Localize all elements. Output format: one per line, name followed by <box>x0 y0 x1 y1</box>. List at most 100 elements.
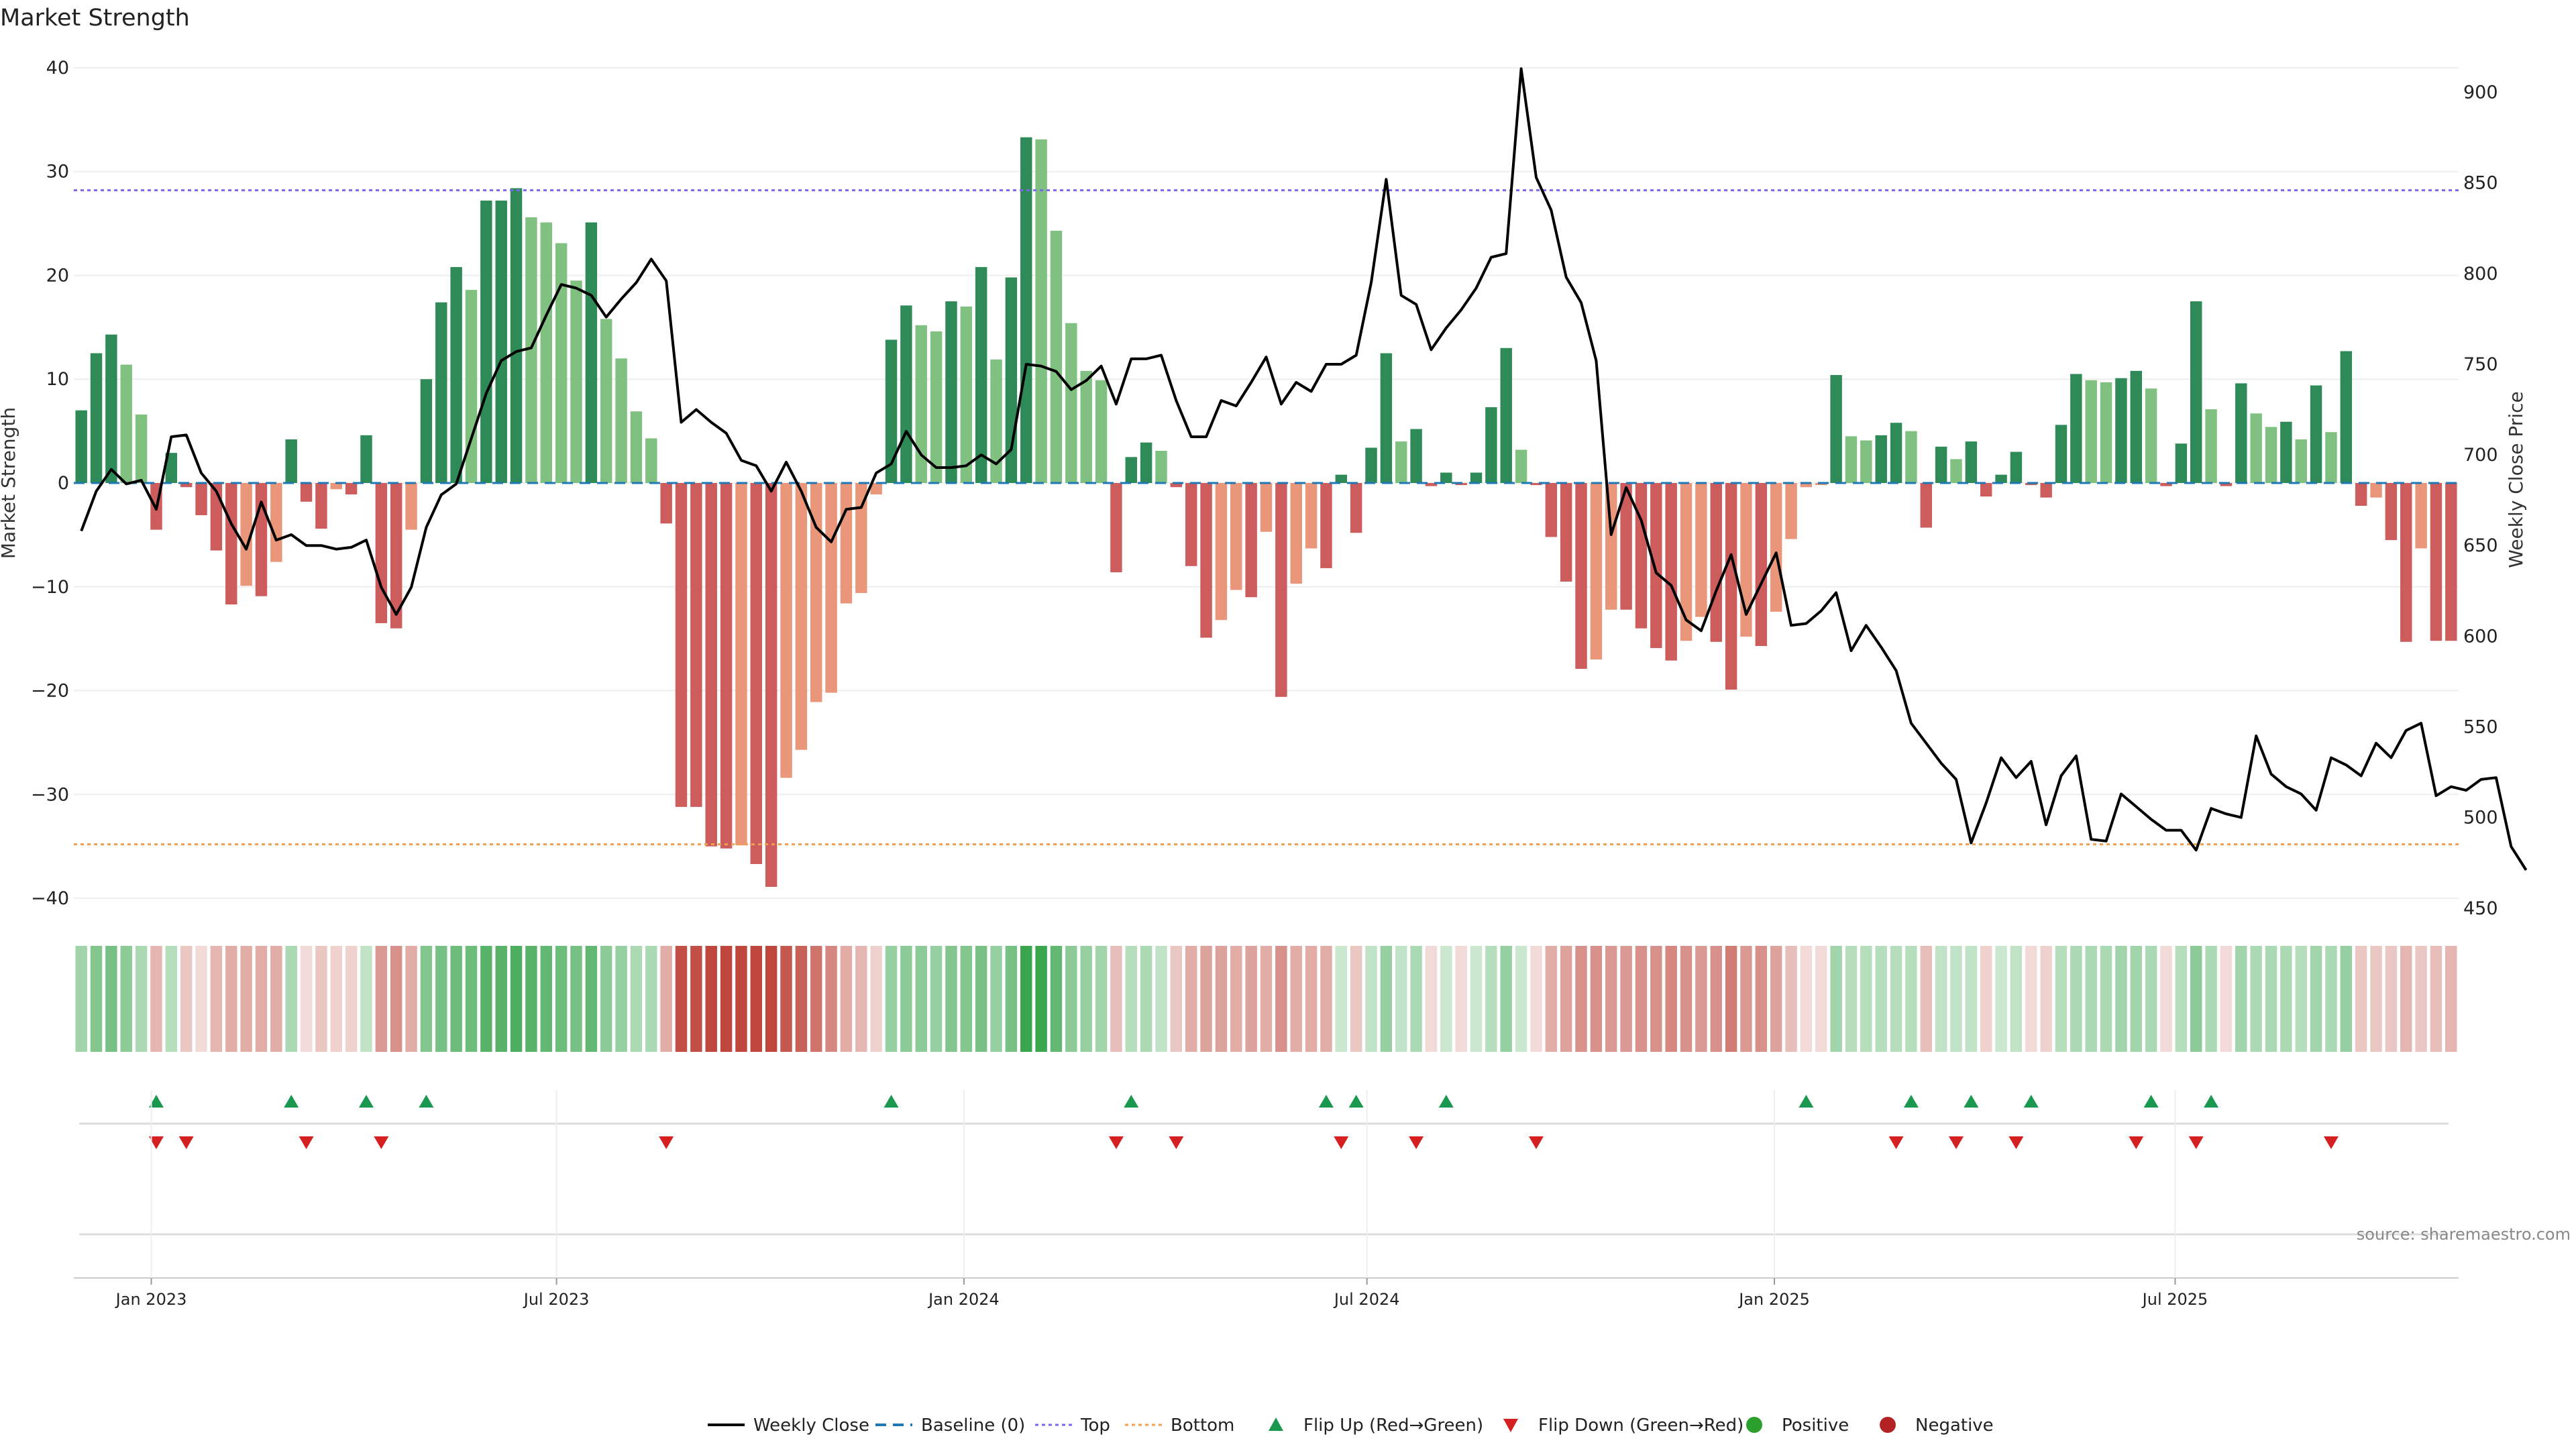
flip-up-marker <box>2023 1095 2039 1108</box>
strength-bar <box>1380 353 1393 483</box>
flip-down-marker <box>659 1136 674 1149</box>
intensity-cell <box>2025 946 2037 1052</box>
intensity-cell <box>1650 946 1662 1052</box>
intensity-cell <box>1215 946 1228 1052</box>
flip-down-marker <box>1108 1136 1124 1149</box>
flip-up-marker <box>883 1095 899 1108</box>
intensity-cell <box>1275 946 1287 1052</box>
strength-bar <box>1620 483 1632 610</box>
strength-bar <box>2025 483 2037 486</box>
intensity-cell <box>1905 946 1917 1052</box>
intensity-cell <box>2415 946 2427 1052</box>
strength-bar <box>1485 407 1497 483</box>
legend-item-weekly-close: Weekly Close <box>708 1415 869 1436</box>
intensity-cell <box>780 946 792 1052</box>
strength-bar <box>1890 423 1902 483</box>
y-tick-label: 40 <box>46 58 69 78</box>
strength-bar <box>615 358 627 483</box>
intensity-cell <box>795 946 808 1052</box>
intensity-cell <box>270 946 282 1052</box>
y-tick-label: 20 <box>46 265 69 286</box>
intensity-cell <box>585 946 598 1052</box>
flip-down-marker <box>374 1136 389 1149</box>
intensity-cell <box>1725 946 1737 1052</box>
intensity-cell <box>810 946 822 1052</box>
strength-bar <box>1815 483 1827 486</box>
strength-bar <box>1425 483 1438 486</box>
intensity-cell <box>1545 946 1558 1052</box>
intensity-cell <box>1590 946 1603 1052</box>
intensity-cell <box>2205 946 2217 1052</box>
strength-bar <box>195 483 207 515</box>
x-tick-label: Jul 2023 <box>523 1290 590 1309</box>
intensity-cell <box>1140 946 1152 1052</box>
intensity-cell <box>360 946 372 1052</box>
strength-bar <box>1470 472 1483 483</box>
strength-bar <box>2415 483 2427 549</box>
intensity-cell <box>2070 946 2082 1052</box>
intensity-cell <box>2355 946 2367 1052</box>
intensity-cell <box>450 946 462 1052</box>
intensity-cell <box>120 946 132 1052</box>
strength-bar <box>135 414 148 483</box>
strength-bar <box>960 306 973 483</box>
axes: −40 −30 −20 −10 0 10 20 30 40 450 500 550 600 650 700 7… <box>31 58 2498 919</box>
legend-label: Weekly Close <box>753 1415 869 1436</box>
y2-tick-label: 900 <box>2463 83 2498 103</box>
intensity-cell <box>300 946 313 1052</box>
intensity-cell <box>975 946 987 1052</box>
intensity-cell <box>855 946 867 1052</box>
strength-bar <box>945 301 957 483</box>
strength-bar <box>1500 347 1512 483</box>
strength-bar <box>1350 483 1362 533</box>
intensity-cell <box>2220 946 2233 1052</box>
intensity-cell <box>1665 946 1677 1052</box>
flip-down-marker <box>2323 1136 2339 1149</box>
strength-bar <box>735 483 747 846</box>
flip-down-marker <box>2129 1136 2144 1149</box>
strength-bar <box>1830 375 1842 483</box>
intensity-cell <box>915 946 927 1052</box>
intensity-cell <box>750 946 763 1052</box>
flip-down-marker <box>1888 1136 1904 1149</box>
y-tick-label: −10 <box>31 577 69 598</box>
intensity-cell <box>405 946 417 1052</box>
strength-bar <box>825 483 837 693</box>
intensity-cell <box>435 946 447 1052</box>
source-note: source: sharemaestro.com <box>2357 1225 2571 1244</box>
intensity-cell <box>1560 946 1572 1052</box>
strength-bar <box>1575 483 1587 669</box>
strength-bar <box>165 453 178 483</box>
intensity-cell <box>1470 946 1483 1052</box>
strength-bar <box>75 410 87 483</box>
strength-bar <box>1395 441 1407 483</box>
x-tick-label: Jan 2024 <box>927 1290 1000 1309</box>
intensity-cell <box>2325 946 2337 1052</box>
strength-bar <box>1680 483 1693 641</box>
intensity-cell <box>180 946 193 1052</box>
strength-bar <box>1155 451 1167 483</box>
intensity-cell <box>1815 946 1827 1052</box>
y-tick-label: 0 <box>58 473 69 494</box>
strength-bar <box>2445 483 2457 641</box>
strength-bar <box>1545 483 1558 537</box>
x-tick-label: Jul 2024 <box>1333 1290 1400 1309</box>
intensity-cell <box>75 946 87 1052</box>
strength-bar <box>600 319 612 483</box>
flip-down-marker <box>2188 1136 2204 1149</box>
strength-bar <box>2430 483 2443 641</box>
strength-bar <box>255 483 268 596</box>
x-tick-label: Jul 2025 <box>2141 1290 2208 1309</box>
strength-bar <box>675 483 688 807</box>
intensity-cell <box>2310 946 2322 1052</box>
intensity-cell <box>1050 946 1063 1052</box>
intensity-cell <box>2190 946 2202 1052</box>
strength-bar <box>1515 449 1527 483</box>
intensity-cell <box>765 946 777 1052</box>
y-tick-label: −30 <box>31 784 69 805</box>
legend-item-top: Top <box>1035 1415 1110 1436</box>
intensity-cell <box>525 946 537 1052</box>
flip-markers-panel <box>79 1095 2449 1236</box>
flip-up-marker <box>358 1095 374 1108</box>
strength-bar <box>1800 483 1813 488</box>
